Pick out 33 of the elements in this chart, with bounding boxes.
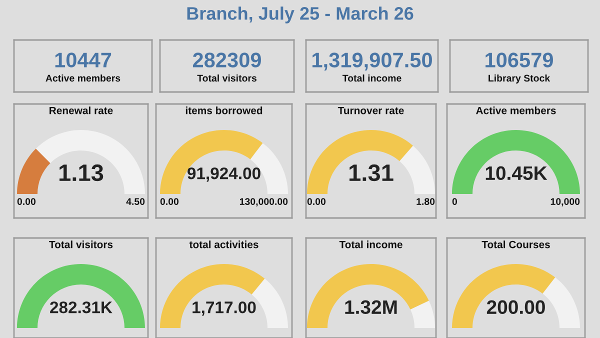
chart-title: total activities [189, 240, 258, 248]
text: 1.80 [416, 198, 435, 205]
chart-title: Total Courses [482, 240, 550, 248]
text: 200.00 [486, 300, 545, 314]
text: 91,924.00 [188, 167, 260, 182]
chart-title: Total income [339, 240, 402, 248]
text: Branch, July 25 - March 26 [187, 6, 414, 24]
text: 1,319,907.50 [312, 52, 432, 70]
text: Library Stock [488, 74, 550, 84]
text: Active members [46, 74, 120, 82]
text: Total income [342, 74, 402, 82]
text: 0.00 [307, 198, 326, 205]
chart-title: Total visitors [49, 240, 113, 248]
chart-title: Active members [476, 106, 556, 114]
text: 1.31 [350, 164, 394, 182]
text: 1,717.00 [192, 301, 256, 316]
text: 282.31K [50, 301, 112, 314]
chart-title: Turnover rate [338, 106, 404, 114]
chart-title: Renewal rate [50, 106, 113, 114]
text: 0.00 [17, 198, 36, 205]
text: 1.32M [345, 300, 397, 314]
chart-title: items borrowed [186, 106, 262, 114]
text: 10447 [55, 52, 112, 68]
text: 282309 [192, 52, 261, 68]
text: 0 [452, 198, 458, 205]
text: 1.13 [60, 164, 104, 182]
text: 10,000 [550, 198, 580, 206]
text: 130,000.00 [240, 198, 288, 206]
text: 4.50 [126, 198, 145, 205]
text: 10.45K [486, 166, 548, 180]
text: Total visitors [197, 74, 256, 82]
text: 0.00 [160, 198, 179, 205]
text: 106579 [486, 52, 553, 68]
